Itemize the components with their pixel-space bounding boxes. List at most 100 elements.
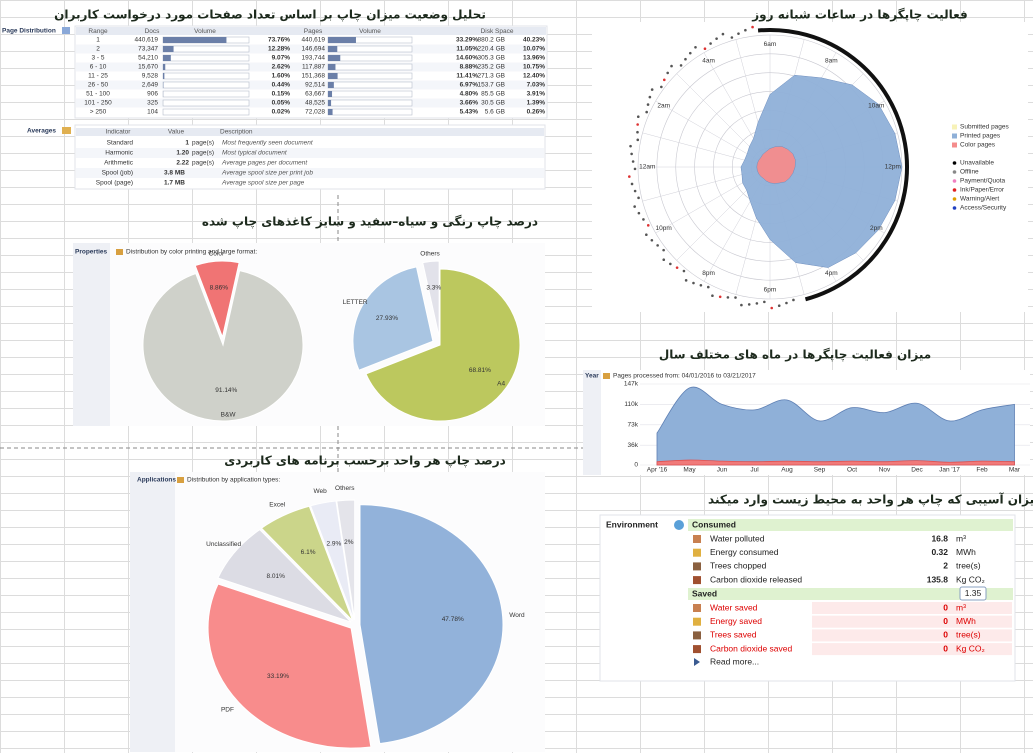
cell: 11 - 25 [88,73,108,80]
row-unit: m³ [956,533,966,543]
icon [693,604,701,612]
status-dot [711,294,714,298]
legend-dot [952,206,957,210]
hour-label: 12am [639,164,655,171]
status-dot [709,42,712,45]
section-label: Page Distribution [2,28,56,35]
subtitle: Pages processed from: 04/01/2016 to 03/2… [613,373,756,380]
status-dot [792,298,795,302]
status-dot [740,303,743,307]
row-label: Water polluted [710,533,765,543]
bar [328,64,336,70]
hour-label: 10am [868,102,884,109]
status-dot [629,144,632,148]
x-tick-label: Jul [750,467,759,474]
y-tick-label: 110k [624,401,638,408]
cell: 7.03% [527,82,546,89]
subtitle: Distribution by color printing and large… [126,249,257,256]
bar-track [162,63,250,71]
row-value: 0.32 [931,547,948,557]
read-more[interactable]: Read more... [710,656,759,666]
value-label: 3.3% [426,285,441,292]
cell: Spool (job) [102,170,133,177]
status-dot [642,218,645,221]
category-label: Others [420,251,440,258]
x-tick-label: Mar [1009,467,1021,474]
status-dot [633,167,637,171]
status-dot [636,130,639,134]
cell: 15,670 [138,64,158,71]
cell: Spool (page) [96,180,133,187]
status-dot [628,175,631,178]
legend-label: Offline [960,169,979,176]
cell: 51 - 100 [86,91,110,98]
column-header: Volume [194,28,216,35]
hour-label: 12pm [885,164,901,171]
bar-track [162,108,250,116]
legend-label: Submitted pages [960,124,1010,131]
cell: Average spool size per page [221,180,305,187]
legend-dot [952,170,957,174]
status-dot [688,51,692,55]
x-tick-label: May [683,467,696,474]
section-label: Properties [75,249,108,256]
x-tick-label: Apr '16 [647,467,668,474]
status-dot [662,258,666,261]
bar [163,55,171,61]
bar-track [162,81,250,89]
panel-title: تحلیل وضعیت میزان چاپ بر اساس تعداد صفحا… [54,8,486,23]
icon [674,520,684,530]
panel-title: فعالیت چاپگرها در ساعات شبانه روز [751,8,967,23]
value-label: 47.78% [442,616,464,623]
value-label: 8.01% [267,573,286,580]
category-label: PDF [221,706,234,713]
panel-title: درصد چاپ هر واحد برحسب برنامه های کاربرد… [224,454,506,469]
row-stripe [76,80,546,90]
status-dot [763,300,766,304]
bar [328,100,332,106]
bar-track [327,90,413,98]
status-dot [636,123,639,126]
hour-label: 8am [825,57,838,64]
row-unit: tree(s) [956,561,981,571]
bar [328,109,333,115]
pie-slice [359,504,504,745]
row-unit: m³ [956,602,966,612]
bar-track [162,99,250,107]
value-label: 8.86% [210,284,229,291]
section-label: Applications [137,477,176,484]
cell: page(s) [192,150,214,157]
cell: 10.75% [523,64,545,71]
cell: 6 - 10 [90,64,107,71]
value-label: 68.81% [469,367,491,374]
cell: 3 - 5 [91,55,104,62]
cell: 26 - 50 [88,82,109,89]
status-dot [650,238,654,242]
status-dot [730,36,734,39]
y-tick-label: 0 [634,462,638,469]
row-value: 0 [943,630,948,640]
sidebar [73,243,110,426]
cell: 0.44% [272,82,291,89]
x-tick-label: Aug [781,467,793,474]
status-dot [670,64,673,68]
cell: 33.29% [456,37,478,44]
status-dot [675,266,679,269]
panel-title: میزان آسیبی که چاپ هر واحد به محیط زیست … [708,492,1033,508]
row-bg [812,629,1012,642]
icon [693,535,701,543]
x-tick-label: Nov [879,467,891,474]
status-dot [718,295,722,299]
row-label: Energy saved [710,616,762,626]
polar-area [756,146,796,184]
x-tick-label: Oct [847,467,857,474]
status-dot [646,103,650,106]
cell: 9,528 [142,73,159,80]
value-label: 33.19% [267,673,289,680]
hour-label: 2pm [870,225,883,232]
cell: 1.7 MB [164,180,185,187]
status-dot [684,57,687,61]
row-label: Carbon dioxide released [710,574,802,584]
cell: Most typical document [222,150,288,157]
row-label: Water saved [710,602,758,612]
